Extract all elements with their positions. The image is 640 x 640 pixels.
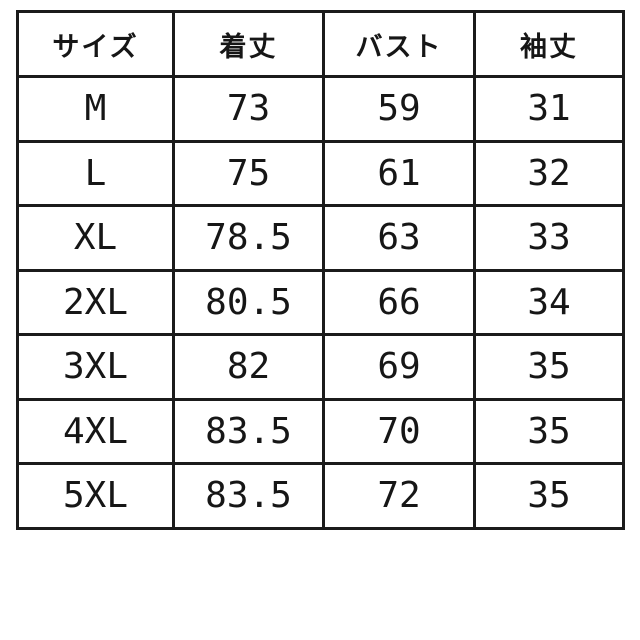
table-row-l: L 75 61 32 [16,139,625,207]
cell-size: 2XL [16,268,175,336]
cell-body-length: 82 [172,333,325,401]
table-row-xl: XL 78.5 63 33 [16,204,625,272]
table-row-5xl: 5XL 83.5 72 35 [16,462,625,530]
cell-bust: 61 [322,139,476,207]
cell-sleeve-length: 32 [473,139,625,207]
cell-body-length: 83.5 [172,462,325,530]
cell-sleeve-length: 35 [473,397,625,465]
cell-bust: 70 [322,397,476,465]
cell-bust: 66 [322,268,476,336]
size-chart-table: サイズ 着丈 バスト 袖丈 M 73 59 31 L 75 61 32 XL 78.5 63 33 2XL 80… [16,10,625,530]
cell-size: M [16,75,175,143]
table-row-3xl: 3XL 82 69 35 [16,333,625,401]
column-header-size: サイズ [16,10,175,78]
cell-sleeve-length: 33 [473,204,625,272]
table-row-m: M 73 59 31 [16,75,625,143]
table-row-2xl: 2XL 80.5 66 34 [16,268,625,336]
cell-bust: 63 [322,204,476,272]
cell-bust: 69 [322,333,476,401]
cell-body-length: 80.5 [172,268,325,336]
table-row-4xl: 4XL 83.5 70 35 [16,397,625,465]
cell-sleeve-length: 35 [473,333,625,401]
cell-size: 4XL [16,397,175,465]
size-chart-body: M 73 59 31 L 75 61 32 XL 78.5 63 33 2XL 80.5 66 34 3XL 82… [16,75,625,530]
cell-bust: 59 [322,75,476,143]
cell-size: XL [16,204,175,272]
cell-bust: 72 [322,462,476,530]
column-header-bust: バスト [322,10,476,78]
cell-body-length: 83.5 [172,397,325,465]
cell-sleeve-length: 35 [473,462,625,530]
size-chart-header: サイズ 着丈 バスト 袖丈 [16,10,625,78]
cell-body-length: 78.5 [172,204,325,272]
cell-size: L [16,139,175,207]
header-row: サイズ 着丈 バスト 袖丈 [16,10,625,78]
column-header-sleeve-length: 袖丈 [473,10,625,78]
cell-size: 3XL [16,333,175,401]
cell-size: 5XL [16,462,175,530]
cell-sleeve-length: 34 [473,268,625,336]
cell-body-length: 75 [172,139,325,207]
cell-sleeve-length: 31 [473,75,625,143]
cell-body-length: 73 [172,75,325,143]
column-header-body-length: 着丈 [172,10,325,78]
